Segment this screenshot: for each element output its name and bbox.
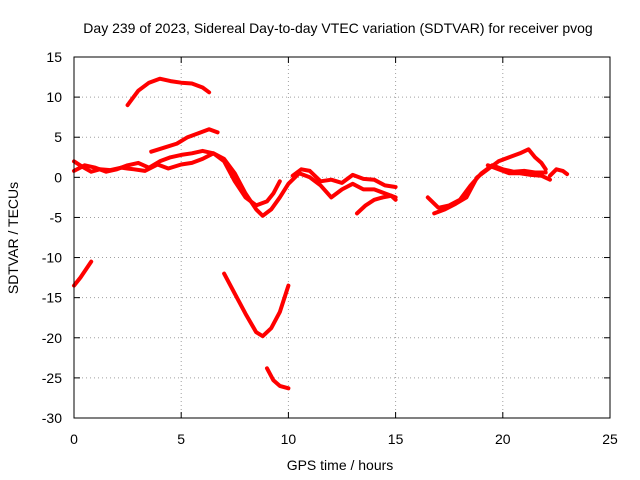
x-tick-label: 20 xyxy=(495,431,511,447)
y-tick-label: 5 xyxy=(54,129,62,145)
chart-title: Day 239 of 2023, Sidereal Day-to-day VTE… xyxy=(83,20,592,36)
series-arc-3 xyxy=(290,167,398,189)
y-tick-label: 10 xyxy=(46,89,62,105)
series-arc-11 xyxy=(432,147,548,216)
x-tick-label: 25 xyxy=(602,431,618,447)
series-arc-9 xyxy=(265,366,291,391)
y-axis-label: SDTVAR / TECUs xyxy=(5,182,21,294)
series-arc-4 xyxy=(355,193,398,216)
series-arc-8 xyxy=(222,271,291,339)
x-tick-label: 5 xyxy=(177,431,185,447)
series-arc-12 xyxy=(485,163,552,182)
series-arc-7 xyxy=(72,259,94,288)
x-tick-label: 10 xyxy=(281,431,297,447)
y-axis-ticks: -30 -25 -20 -15 -10 -5 0 5 10 15 xyxy=(42,49,610,426)
x-axis-ticks: 0 5 10 15 20 25 xyxy=(70,57,618,447)
x-axis-label: GPS time / hours xyxy=(287,457,394,473)
y-tick-label: -10 xyxy=(42,250,62,266)
data-series xyxy=(72,76,570,391)
plot-frame xyxy=(73,56,611,419)
x-tick-label: 0 xyxy=(70,431,78,447)
y-tick-label: -25 xyxy=(42,370,62,386)
x-tick-label: 15 xyxy=(388,431,404,447)
series-arc-6 xyxy=(125,76,212,108)
y-tick-label: 15 xyxy=(46,49,62,65)
y-tick-label: 0 xyxy=(54,169,62,185)
y-tick-label: -20 xyxy=(42,330,62,346)
y-tick-label: -30 xyxy=(42,410,62,426)
series-arc-5 xyxy=(149,127,220,154)
y-tick-label: -5 xyxy=(50,209,63,225)
y-tick-label: -15 xyxy=(42,290,62,306)
grid-lines xyxy=(74,57,610,418)
series-arc-13 xyxy=(548,167,570,178)
series-arc-2 xyxy=(72,148,282,208)
